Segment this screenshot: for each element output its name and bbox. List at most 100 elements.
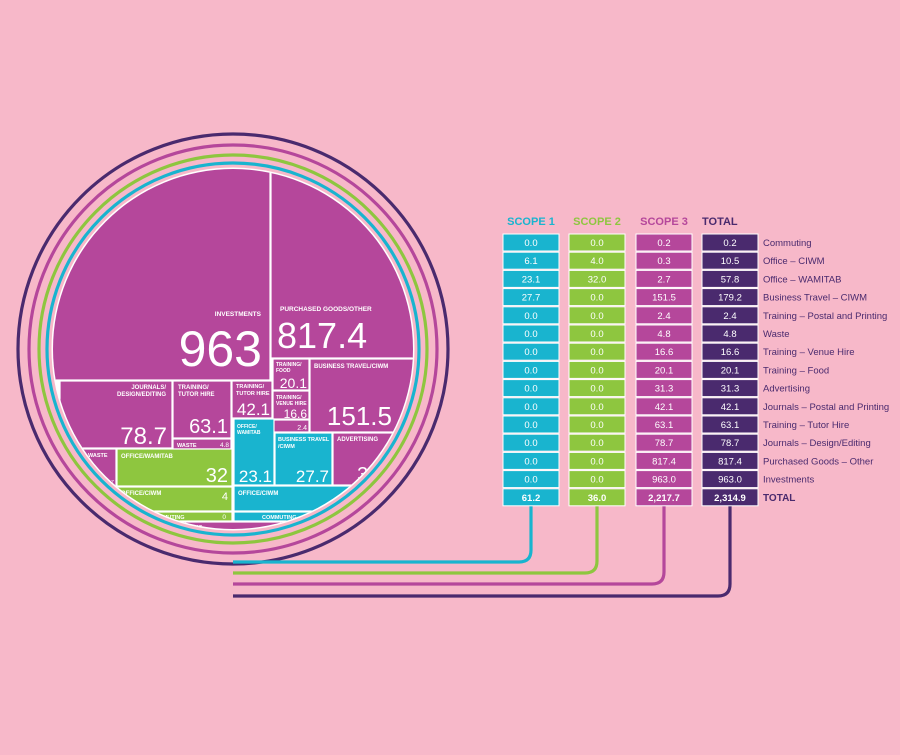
cell-scope2-row-13	[568, 451, 626, 470]
value-food: 20.1	[280, 375, 307, 391]
cell-value-scope1-row-12: 0.0	[524, 438, 537, 449]
value-wamitab-s2: 32	[206, 465, 228, 487]
label-journals-postal-1: TRAINING/	[236, 384, 265, 390]
label-commuting-s1: COMMUTING	[262, 515, 297, 521]
cell-value-total-row-10: 42.1	[721, 402, 740, 413]
label-food-1: TRAINING/	[276, 362, 302, 368]
cell-total-row-14	[701, 470, 759, 489]
cell-value-scope3-row-8: 20.1	[655, 365, 674, 376]
cell-value-scope3-row-11: 63.1	[655, 420, 674, 431]
treemap-cell-training-food	[272, 358, 310, 391]
cell-value-scope3-row-6: 4.8	[657, 329, 670, 340]
cell-value-scope2-row-11: 0.0	[590, 420, 603, 431]
label-journals-postal-2: TUTOR HIRE	[236, 391, 270, 397]
cell-value-scope2-row-6: 0.0	[590, 329, 603, 340]
cell-value-scope3-row-14: 963.0	[652, 475, 676, 486]
label-venue-1: TRAINING/	[276, 395, 302, 401]
cell-value-total-row-5: 2.4	[723, 311, 736, 322]
cell-total-row-10	[701, 397, 759, 416]
column-header-scope3: SCOPE 3	[640, 216, 688, 228]
treemap-cell-office-wamitab-s1	[233, 418, 275, 486]
cell-value-scope3-row-2: 0.3	[657, 256, 670, 267]
treemap: INVESTMENTS 963 PURCHASED GOODS/OTHER 817.4…	[53, 169, 413, 529]
cell-value-total-row-3: 57.8	[721, 274, 740, 285]
cell-value-scope2-row-12: 0.0	[590, 438, 603, 449]
label-bt-s1-2: /CIWM	[278, 444, 295, 450]
cell-value-total-row-7: 16.6	[721, 347, 740, 358]
cell-scope3-row-4	[635, 288, 693, 307]
cell-value-scope1-row-13: 0.0	[524, 456, 537, 467]
cell-scope3-row-13	[635, 451, 693, 470]
value-ciwm-s2: 4	[222, 491, 228, 503]
cell-scope3-row-12	[635, 433, 693, 452]
cell-total-row-13	[701, 451, 759, 470]
cell-value-scope2-row-5: 0.0	[590, 311, 603, 322]
row-label-2: Office – CIWM	[763, 256, 825, 267]
cell-value-scope1-row-10: 0.0	[524, 402, 537, 413]
cell-scope3-row-6	[635, 324, 693, 343]
value-commuting-s2: 0	[222, 514, 226, 521]
cell-value-scope2-row-8: 0.0	[590, 365, 603, 376]
cell-value-scope3-row-3: 2.7	[657, 274, 670, 285]
cell-value-scope3-row-4: 151.5	[652, 293, 676, 304]
value-purchased: 817.4	[277, 315, 367, 356]
label-advertising: ADVERTISING	[337, 437, 378, 443]
label-food-2: FOOD	[276, 368, 291, 374]
cell-scope1-row-4	[502, 288, 560, 307]
row-label-5: Training – Postal and Printing	[763, 311, 887, 322]
cell-scope1-row-9	[502, 379, 560, 398]
cell-value-scope2-row-7: 0.0	[590, 347, 603, 358]
cell-value-scope1-row-2: 6.1	[524, 256, 537, 267]
cell-scope2-row-14	[568, 470, 626, 489]
cell-value-scope3-row-12: 78.7	[655, 438, 674, 449]
row-label-1: Commuting	[763, 238, 812, 249]
total-value-total: 2,314.9	[714, 493, 746, 504]
cell-value-total-row-14: 963.0	[718, 475, 742, 486]
cell-value-scope1-row-11: 0.0	[524, 420, 537, 431]
cell-scope3-row-9	[635, 379, 693, 398]
cell-scope2-row-4	[568, 288, 626, 307]
row-label-11: Training – Tutor Hire	[763, 420, 849, 431]
row-label-13: Purchased Goods – Other	[763, 456, 873, 467]
cell-value-scope2-row-1: 0.0	[590, 238, 603, 249]
scope-connector-1	[233, 505, 732, 598]
cell-scope1-row-12	[502, 433, 560, 452]
total-row-label: TOTAL	[763, 493, 795, 504]
treemap-cell-business-travel-s1	[274, 432, 333, 486]
cell-total-row-7	[701, 342, 759, 361]
scope-ring-4	[45, 161, 421, 537]
cell-value-scope2-row-13: 0.0	[590, 456, 603, 467]
label-bt-s1-1: BUSINESS TRAVEL	[278, 437, 330, 443]
cell-scope2-row-9	[568, 379, 626, 398]
cell-value-scope1-row-8: 0.0	[524, 365, 537, 376]
label-waste: WASTE	[177, 443, 197, 449]
cell-scope2-row-1	[568, 233, 626, 252]
value-bt-s1: 27.7	[296, 467, 329, 486]
cell-total-row-1	[701, 233, 759, 252]
value-postal: 2.4	[297, 425, 307, 432]
cell-value-total-row-2: 10.5	[721, 256, 740, 267]
total-cell-scope2	[568, 488, 626, 507]
scope-connector-4	[233, 505, 533, 564]
cell-scope1-row-6	[502, 324, 560, 343]
cell-scope3-row-8	[635, 360, 693, 379]
cell-value-scope1-row-3: 23.1	[522, 274, 541, 285]
cell-value-scope2-row-2: 4.0	[590, 256, 603, 267]
cell-scope3-row-11	[635, 415, 693, 434]
label-tutor-2: TUTOR HIRE	[178, 392, 215, 398]
cell-value-scope2-row-4: 0.0	[590, 293, 603, 304]
cell-total-row-2	[701, 251, 759, 270]
cell-scope2-row-2	[568, 251, 626, 270]
cell-value-scope3-row-1: 0.2	[657, 238, 670, 249]
cell-scope1-row-7	[502, 342, 560, 361]
row-label-8: Training – Food	[763, 365, 829, 376]
cell-scope2-row-5	[568, 306, 626, 325]
column-header-total: TOTAL	[702, 216, 738, 228]
cell-scope1-row-8	[502, 360, 560, 379]
cell-scope2-row-7	[568, 342, 626, 361]
cell-scope1-row-13	[502, 451, 560, 470]
treemap-cell-office-wamitab-s2	[116, 448, 233, 487]
cell-scope3-row-5	[635, 306, 693, 325]
cell-scope1-row-14	[502, 470, 560, 489]
